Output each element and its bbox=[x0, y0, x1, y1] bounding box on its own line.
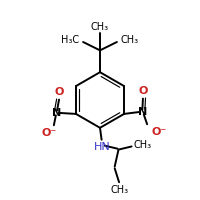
Text: O⁻: O⁻ bbox=[152, 127, 167, 137]
Text: N: N bbox=[52, 108, 62, 118]
Text: CH₃: CH₃ bbox=[91, 22, 109, 32]
Text: HN: HN bbox=[94, 142, 110, 152]
Text: N: N bbox=[138, 107, 147, 117]
Text: O⁻: O⁻ bbox=[41, 128, 57, 138]
Text: CH₃: CH₃ bbox=[120, 35, 139, 45]
Text: H₃C: H₃C bbox=[61, 35, 80, 45]
Text: O: O bbox=[54, 87, 64, 97]
Text: CH₃: CH₃ bbox=[111, 185, 129, 195]
Text: O: O bbox=[138, 86, 148, 96]
Text: CH₃: CH₃ bbox=[134, 140, 152, 150]
